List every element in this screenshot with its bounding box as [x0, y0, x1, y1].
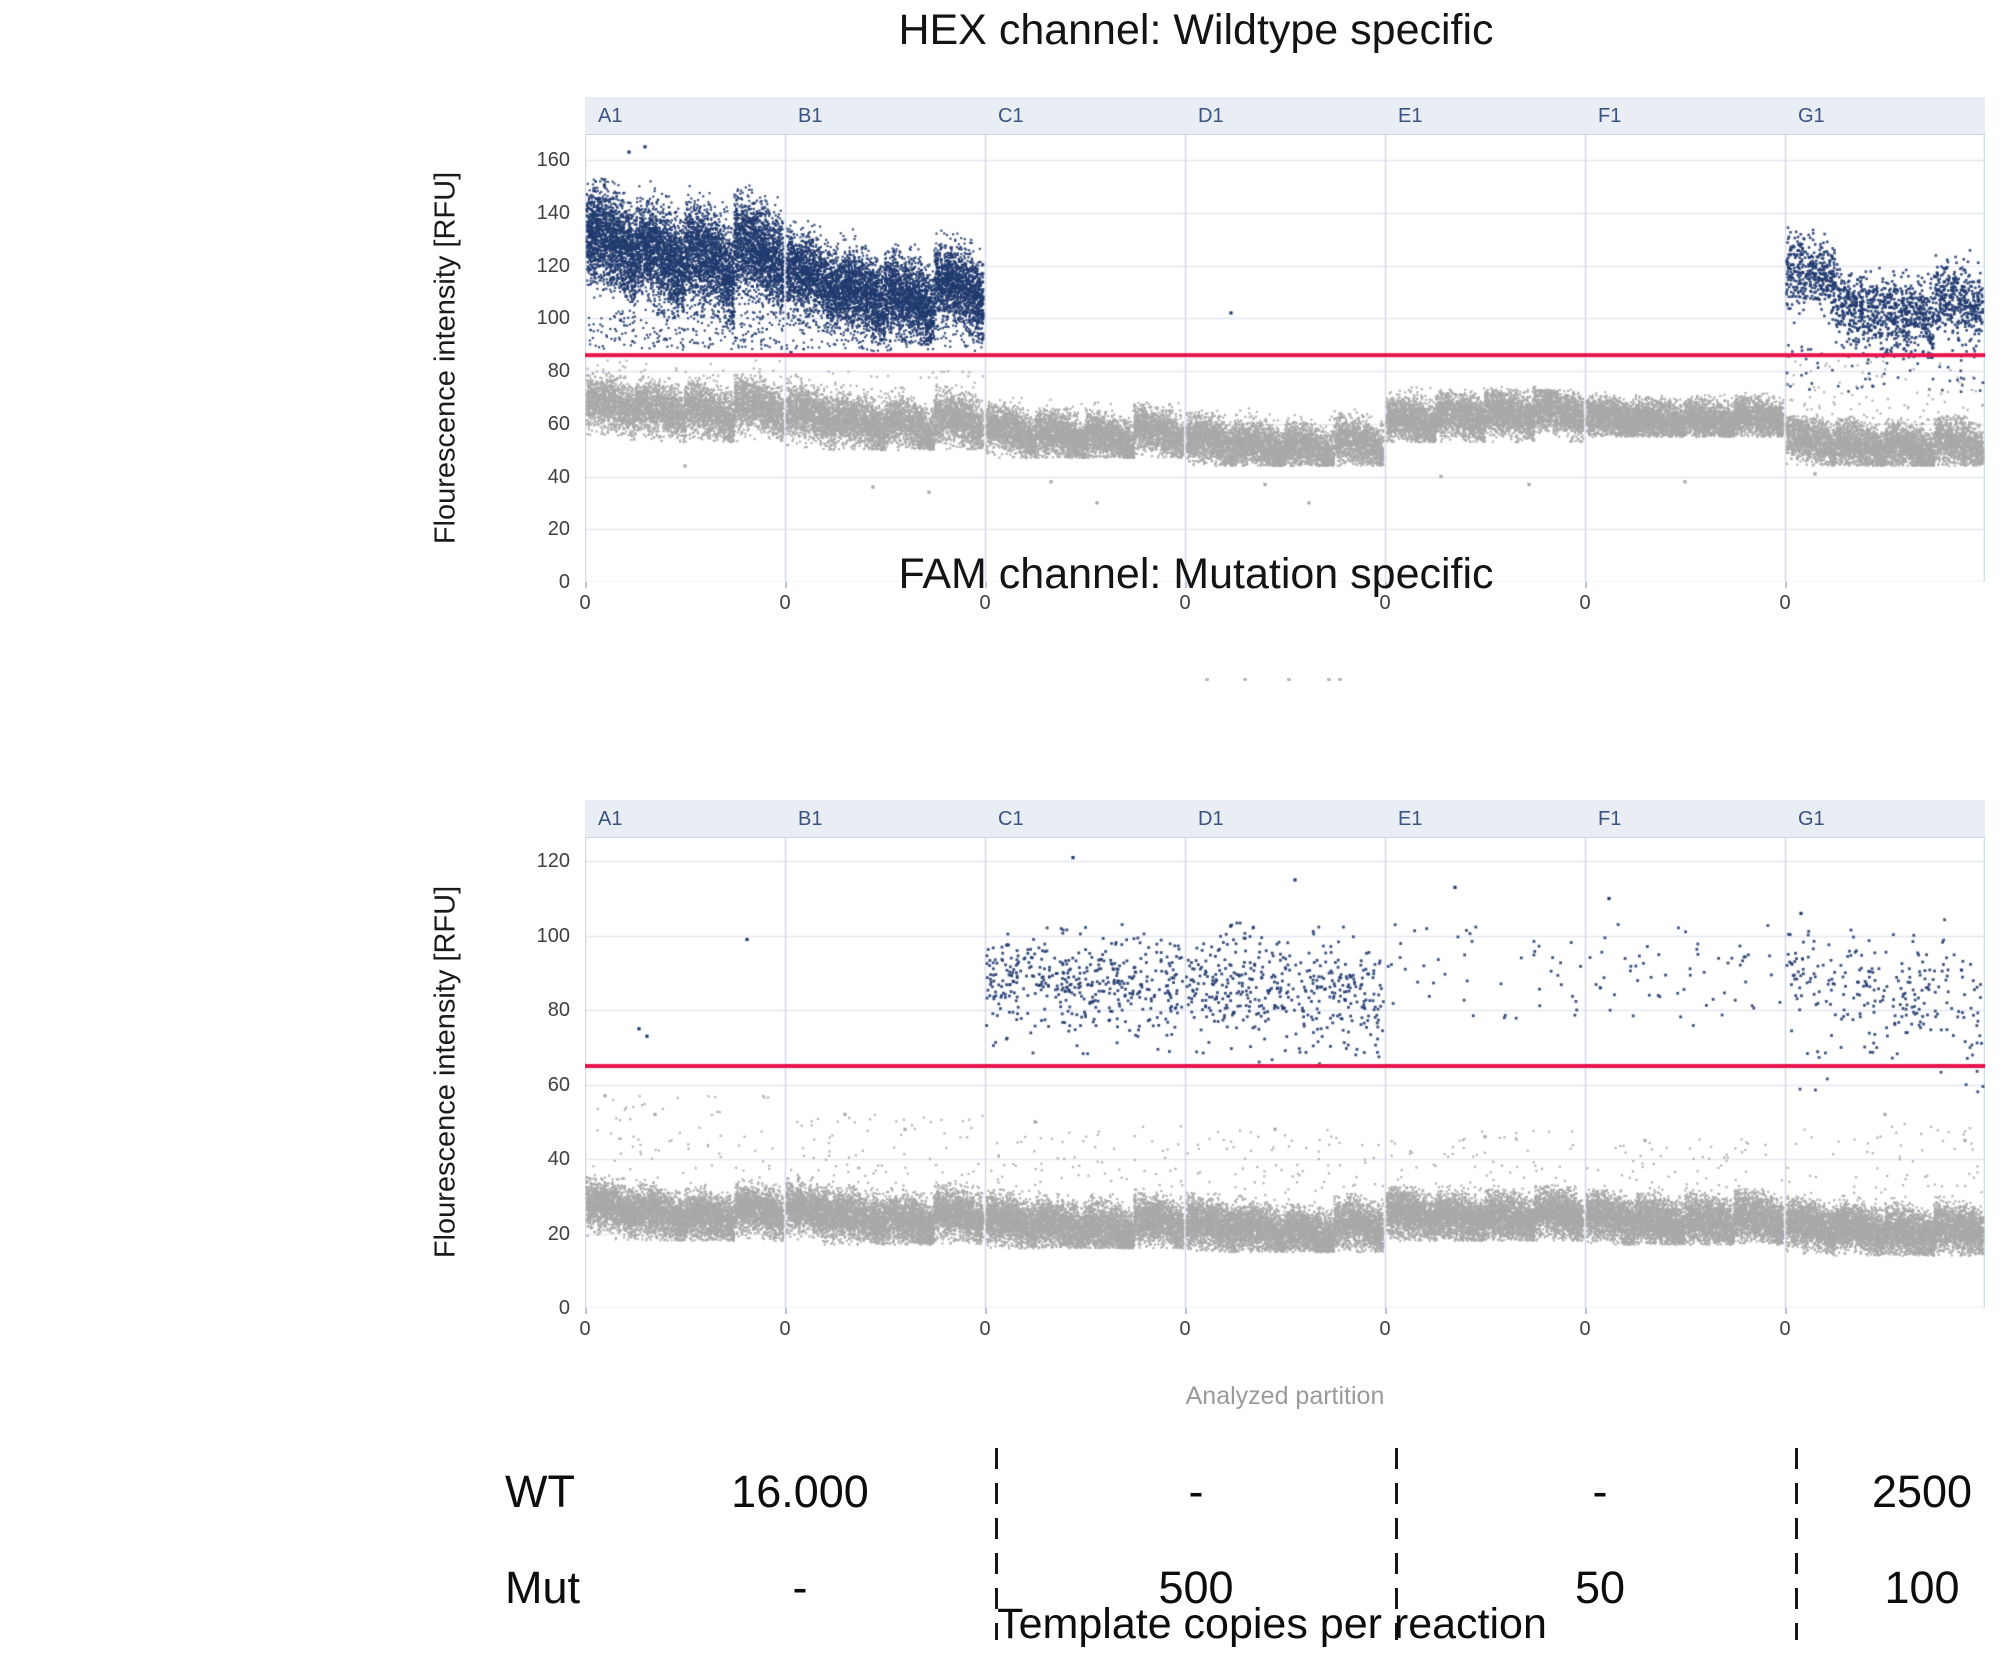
y-tick-label: 60: [547, 412, 570, 435]
table-cell: 100: [1884, 1562, 1960, 1613]
hex-panel-header-strip: A1 B1 C1 D1 E1 F1 G1: [585, 97, 1985, 135]
table-cell: -: [1592, 1466, 1608, 1517]
panel-label-E1: E1: [1398, 808, 1423, 830]
fam-x-axis-title: Analyzed partition: [1185, 1382, 1385, 1410]
y-tick-label: 100: [536, 307, 570, 330]
table-cell: -: [792, 1562, 808, 1613]
dashed-separator: [1795, 1448, 1798, 1640]
panel-label-A1: A1: [598, 105, 623, 127]
x-tick-mark: [1785, 582, 1787, 588]
table-cell: -: [1188, 1466, 1204, 1517]
stray-speck: [1338, 678, 1342, 681]
x-tick-label: 0: [979, 1318, 991, 1340]
y-tick-label: 60: [547, 1073, 570, 1096]
hex-chart-title: HEX channel: Wildtype specific: [898, 6, 1494, 54]
table-row-label-wt: WT: [505, 1466, 575, 1517]
panel-label-G1: G1: [1798, 105, 1825, 127]
panel-label-D1: D1: [1198, 808, 1224, 830]
x-tick-label: 0: [779, 592, 791, 614]
stray-speck: [1243, 678, 1247, 681]
x-tick-label: 0: [1579, 1318, 1591, 1340]
x-tick-label: 0: [1379, 1318, 1391, 1340]
stray-speck: [1327, 678, 1331, 681]
y-tick-label: 0: [558, 1297, 570, 1319]
x-tick-mark: [785, 1308, 787, 1314]
panel-label-D1: D1: [1198, 105, 1224, 127]
table-caption: Template copies per reaction: [997, 1600, 1547, 1648]
panel-label-A1: A1: [598, 808, 623, 830]
x-tick-mark: [785, 582, 787, 588]
dashed-separator: [1395, 1448, 1398, 1640]
stray-speck: [1287, 678, 1291, 681]
y-tick-label: 20: [547, 1222, 570, 1245]
stray-speck: [1205, 678, 1209, 681]
x-tick-mark: [1385, 1308, 1387, 1314]
x-tick-label: 0: [979, 592, 991, 614]
hex-y-axis-title: Flourescence intensity [RFU]: [429, 171, 462, 545]
x-tick-mark: [1585, 582, 1587, 588]
fam-chart-title: FAM channel: Mutation specific: [898, 550, 1494, 598]
x-tick-label: 0: [1579, 592, 1591, 614]
y-tick-label: 0: [558, 571, 570, 593]
fam-scatter-plot: [585, 837, 1985, 1308]
table-cell: 2500: [1871, 1466, 1973, 1517]
table-cell: 50: [1574, 1562, 1626, 1613]
x-tick-mark: [1185, 582, 1187, 588]
panel-label-C1: C1: [998, 808, 1024, 830]
fam-panel-header-strip: A1 B1 C1 D1 E1 F1 G1: [585, 800, 1985, 838]
y-tick-label: 80: [547, 360, 570, 382]
x-tick-mark: [985, 1308, 987, 1314]
y-tick-label: 20: [547, 518, 570, 541]
y-tick-label: 120: [536, 254, 570, 277]
y-tick-label: 40: [547, 465, 570, 488]
x-tick-mark: [585, 1308, 587, 1314]
x-tick-mark: [1185, 1308, 1187, 1314]
x-tick-label: 0: [1779, 1318, 1791, 1340]
dashed-separator: [995, 1448, 998, 1640]
panel-label-F1: F1: [1598, 808, 1622, 830]
fam-y-axis-title: Flourescence intensity [RFU]: [429, 885, 462, 1259]
x-tick-mark: [585, 582, 587, 588]
panel-label-F1: F1: [1598, 105, 1622, 127]
x-tick-label: 0: [1179, 592, 1191, 614]
hex-scatter-plot: [585, 134, 1985, 582]
x-tick-label: 0: [779, 1318, 791, 1340]
y-tick-label: 120: [536, 850, 570, 873]
table-cell: 16.000: [731, 1466, 869, 1517]
x-tick-label: 0: [1779, 592, 1791, 614]
x-tick-label: 0: [1179, 1318, 1191, 1340]
x-tick-mark: [1785, 1308, 1787, 1314]
x-tick-mark: [1585, 1308, 1587, 1314]
x-tick-mark: [1385, 582, 1387, 588]
panel-label-G1: G1: [1798, 808, 1825, 830]
x-tick-label: 0: [1379, 592, 1391, 614]
x-tick-mark: [985, 582, 987, 588]
y-tick-label: 160: [536, 149, 570, 171]
y-tick-label: 140: [536, 201, 570, 224]
x-tick-label: 0: [579, 592, 591, 614]
table-cell: 500: [1158, 1562, 1234, 1613]
panel-label-C1: C1: [998, 105, 1024, 127]
y-tick-label: 100: [536, 924, 570, 947]
table-row-label-mut: Mut: [505, 1562, 581, 1613]
x-tick-label: 0: [579, 1318, 591, 1340]
y-tick-label: 40: [547, 1148, 570, 1171]
panel-label-B1: B1: [798, 808, 823, 830]
panel-label-E1: E1: [1398, 105, 1423, 127]
y-tick-label: 80: [547, 999, 570, 1022]
panel-label-B1: B1: [798, 105, 823, 127]
